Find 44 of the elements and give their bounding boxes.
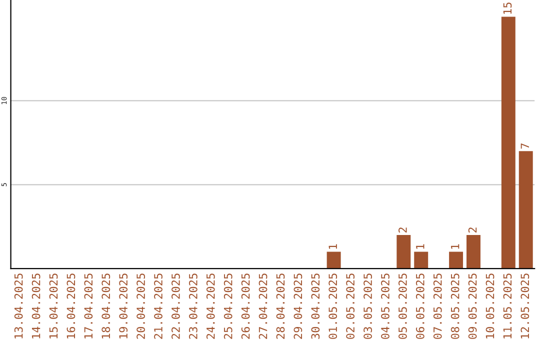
x-tick-label: 29.04.2025 (294, 274, 302, 339)
x-tick-label: 18.04.2025 (102, 274, 110, 338)
data-label: 15 (503, 2, 512, 14)
x-tick-label: 19.04.2025 (119, 274, 128, 338)
bar (449, 252, 464, 269)
x-tick-label: 24.04.2025 (206, 274, 215, 339)
x-tick-label: 21.04.2025 (154, 274, 162, 339)
x-tick-label: 16.04.2025 (66, 274, 76, 338)
x-tick-label: 09.05.2025 (468, 274, 477, 339)
x-tick-label: 17.04.2025 (84, 274, 93, 338)
x-tick-label: 04.05.2025 (381, 274, 390, 339)
data-label: 1 (416, 244, 424, 249)
x-tick-label: 30.04.2025 (311, 274, 320, 339)
x-tick-label: 06.05.2025 (416, 274, 424, 339)
x-tick-label: 28.04.2025 (276, 274, 285, 339)
data-label: 7 (520, 144, 529, 149)
x-tick-label: 07.05.2025 (433, 274, 442, 339)
bar (414, 252, 428, 269)
x-tick-label: 03.05.2025 (364, 274, 372, 339)
bar (518, 151, 533, 269)
x-tick-label: 01.05.2025 (328, 274, 338, 339)
x-tick-label: 26.04.2025 (241, 274, 250, 339)
x-tick-label: 10.05.2025 (486, 274, 494, 338)
x-tick-label: 23.04.2025 (188, 274, 198, 339)
data-label: 1 (328, 244, 337, 249)
x-tick-label: 13.04.2025 (14, 274, 23, 338)
bar (326, 252, 341, 269)
x-tick-label: 22.04.2025 (172, 274, 180, 339)
x-tick-label: 20.04.2025 (136, 274, 146, 339)
x-tick-label: 25.04.2025 (224, 274, 232, 339)
data-label: 1 (451, 244, 460, 249)
x-tick-label: 11.05.2025 (503, 274, 512, 338)
x-tick-label: 14.04.2025 (32, 274, 40, 338)
data-label: 2 (398, 228, 407, 233)
data-label: 2 (468, 228, 477, 233)
x-tick-label: 02.05.2025 (346, 274, 355, 339)
bar (396, 235, 411, 269)
x-tick-label: 27.04.2025 (258, 274, 268, 339)
x-tick-label: 08.05.2025 (450, 274, 460, 339)
x-tick-label: 12.05.2025 (520, 274, 530, 338)
bar (466, 235, 480, 269)
x-tick-label: 15.04.2025 (49, 274, 58, 338)
bar (501, 16, 516, 269)
x-tick-label: 05.05.2025 (398, 274, 407, 339)
